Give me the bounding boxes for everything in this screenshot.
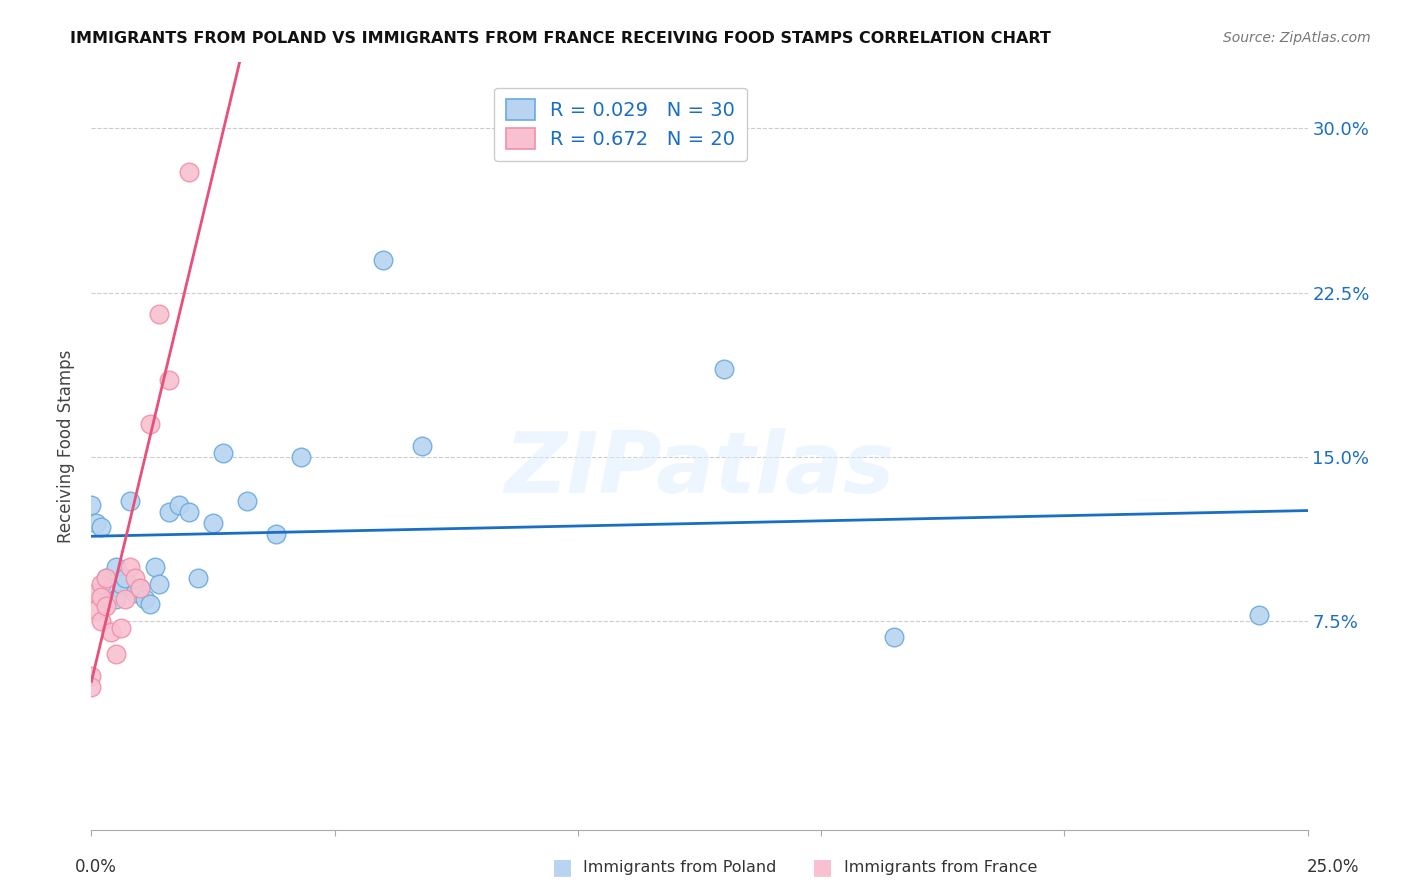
Point <box>80 680 103 694</box>
Point <box>713 362 735 376</box>
Point <box>120 493 142 508</box>
Legend: R = 0.029   N = 30, R = 0.672   N = 20: R = 0.029 N = 30, R = 0.672 N = 20 <box>494 87 747 161</box>
Point <box>373 252 395 267</box>
Point <box>124 570 146 584</box>
Point <box>177 165 200 179</box>
Point <box>134 592 156 607</box>
Text: ■: ■ <box>553 857 572 877</box>
Text: ZIPatlas: ZIPatlas <box>505 427 894 510</box>
Point <box>883 630 905 644</box>
Point <box>84 586 107 600</box>
Point <box>177 505 200 519</box>
Point <box>124 586 146 600</box>
Point <box>100 625 122 640</box>
Point <box>202 516 225 530</box>
Point <box>148 308 170 322</box>
Point <box>90 591 112 605</box>
Point <box>90 520 112 534</box>
Point <box>1247 607 1270 622</box>
Point <box>90 577 112 591</box>
Text: Immigrants from Poland: Immigrants from Poland <box>583 860 778 874</box>
Point <box>167 498 190 512</box>
Point <box>84 603 107 617</box>
Point <box>114 592 136 607</box>
Point <box>129 582 152 596</box>
Point <box>157 505 180 519</box>
Point <box>139 417 162 431</box>
Point <box>187 570 209 584</box>
Point <box>148 577 170 591</box>
Text: Source: ZipAtlas.com: Source: ZipAtlas.com <box>1223 31 1371 45</box>
Point <box>80 498 103 512</box>
Point <box>90 615 112 629</box>
Text: 0.0%: 0.0% <box>75 858 117 876</box>
Point <box>264 526 287 541</box>
Point <box>411 439 433 453</box>
Point <box>290 450 312 464</box>
Text: Immigrants from France: Immigrants from France <box>844 860 1038 874</box>
Point <box>114 570 136 584</box>
Point <box>104 592 127 607</box>
Point <box>120 559 142 574</box>
Point <box>94 570 117 584</box>
Point <box>80 669 103 683</box>
Point <box>110 577 132 591</box>
Point <box>110 621 132 635</box>
Text: 25.0%: 25.0% <box>1306 858 1360 876</box>
Point <box>104 647 127 661</box>
Point <box>157 373 180 387</box>
Point <box>104 559 127 574</box>
Point <box>211 445 233 459</box>
Point <box>94 599 117 613</box>
Point <box>129 582 152 596</box>
Point <box>143 559 166 574</box>
Point <box>236 493 259 508</box>
Point <box>84 516 107 530</box>
Y-axis label: Receiving Food Stamps: Receiving Food Stamps <box>58 350 76 542</box>
Point <box>94 570 117 584</box>
Text: ■: ■ <box>813 857 832 877</box>
Text: IMMIGRANTS FROM POLAND VS IMMIGRANTS FROM FRANCE RECEIVING FOOD STAMPS CORRELATI: IMMIGRANTS FROM POLAND VS IMMIGRANTS FRO… <box>70 31 1052 46</box>
Point <box>139 597 162 611</box>
Point <box>100 582 122 596</box>
